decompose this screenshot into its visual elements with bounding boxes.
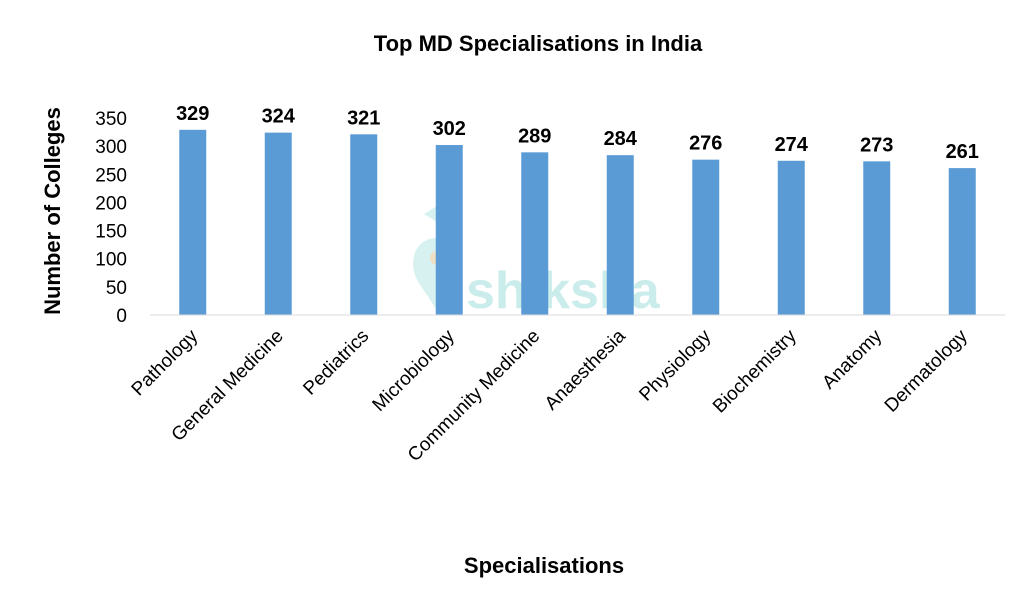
data-label: 289	[518, 125, 551, 147]
x-axis-title: Specialisations	[464, 553, 624, 578]
bar	[264, 132, 292, 315]
category-label: Physiology	[635, 325, 715, 405]
y-tick-label: 150	[95, 222, 127, 243]
bar	[179, 129, 207, 315]
data-label: 273	[860, 134, 893, 156]
bar	[435, 145, 463, 315]
y-tick-label: 250	[95, 165, 127, 186]
category-label: Biochemistry	[709, 325, 801, 417]
category-label: Pathology	[128, 325, 203, 400]
y-tick-label: 350	[95, 109, 127, 130]
category-label: Anaesthesia	[541, 325, 630, 414]
bar	[521, 152, 549, 315]
bar	[692, 159, 720, 315]
bar	[863, 161, 891, 315]
category-label: Dermatology	[881, 325, 972, 416]
bars	[179, 129, 976, 315]
data-label: 261	[946, 141, 979, 163]
data-label: 284	[604, 128, 638, 150]
data-label: 321	[347, 107, 380, 129]
y-axis-ticks: 0 50 100 150 200 250 300 350	[95, 109, 127, 327]
y-axis-title: Number of Colleges	[40, 107, 65, 315]
data-labels: 329 324 321 302 289 284 276 274 273 261	[176, 103, 979, 163]
y-tick-label: 0	[116, 306, 127, 327]
data-label: 276	[689, 133, 722, 155]
category-label: Microbiology	[369, 325, 460, 416]
category-label: Anatomy	[818, 325, 886, 393]
data-label: 274	[775, 134, 809, 156]
data-label: 324	[262, 106, 296, 128]
data-label: 329	[176, 103, 209, 125]
y-tick-label: 100	[95, 250, 127, 271]
bar	[948, 168, 976, 315]
y-tick-label: 200	[95, 193, 127, 214]
y-tick-label: 50	[106, 278, 127, 299]
bar	[606, 155, 634, 315]
chart-title: Top MD Specialisations in India	[374, 31, 703, 56]
bar	[777, 160, 805, 315]
bar	[350, 134, 378, 315]
y-tick-label: 300	[95, 137, 127, 158]
category-label: Pediatrics	[299, 326, 373, 400]
data-label: 302	[433, 118, 466, 140]
